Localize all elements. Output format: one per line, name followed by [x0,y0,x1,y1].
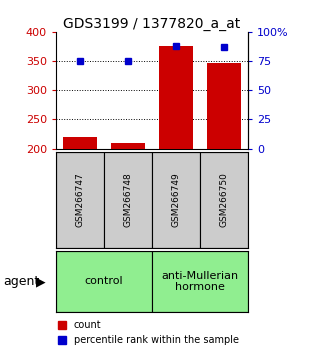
Text: GSM266747: GSM266747 [75,173,84,227]
Text: GSM266750: GSM266750 [219,172,228,228]
Text: control: control [85,276,123,286]
Bar [152,152,200,248]
Bar [200,152,248,248]
Text: ▶: ▶ [35,275,45,288]
Bar [152,251,248,312]
Bar [207,63,241,149]
Bar [104,152,152,248]
Bar [159,46,193,149]
Text: agent: agent [3,275,39,288]
Bar [56,251,152,312]
Title: GDS3199 / 1377820_a_at: GDS3199 / 1377820_a_at [63,17,241,31]
Bar [63,137,97,149]
Text: GSM266748: GSM266748 [123,173,132,227]
Text: GSM266749: GSM266749 [171,173,180,227]
Bar [56,152,104,248]
Bar [111,143,145,149]
Legend: count, percentile rank within the sample: count, percentile rank within the sample [55,316,243,349]
Text: anti-Mullerian
hormone: anti-Mullerian hormone [162,270,238,292]
